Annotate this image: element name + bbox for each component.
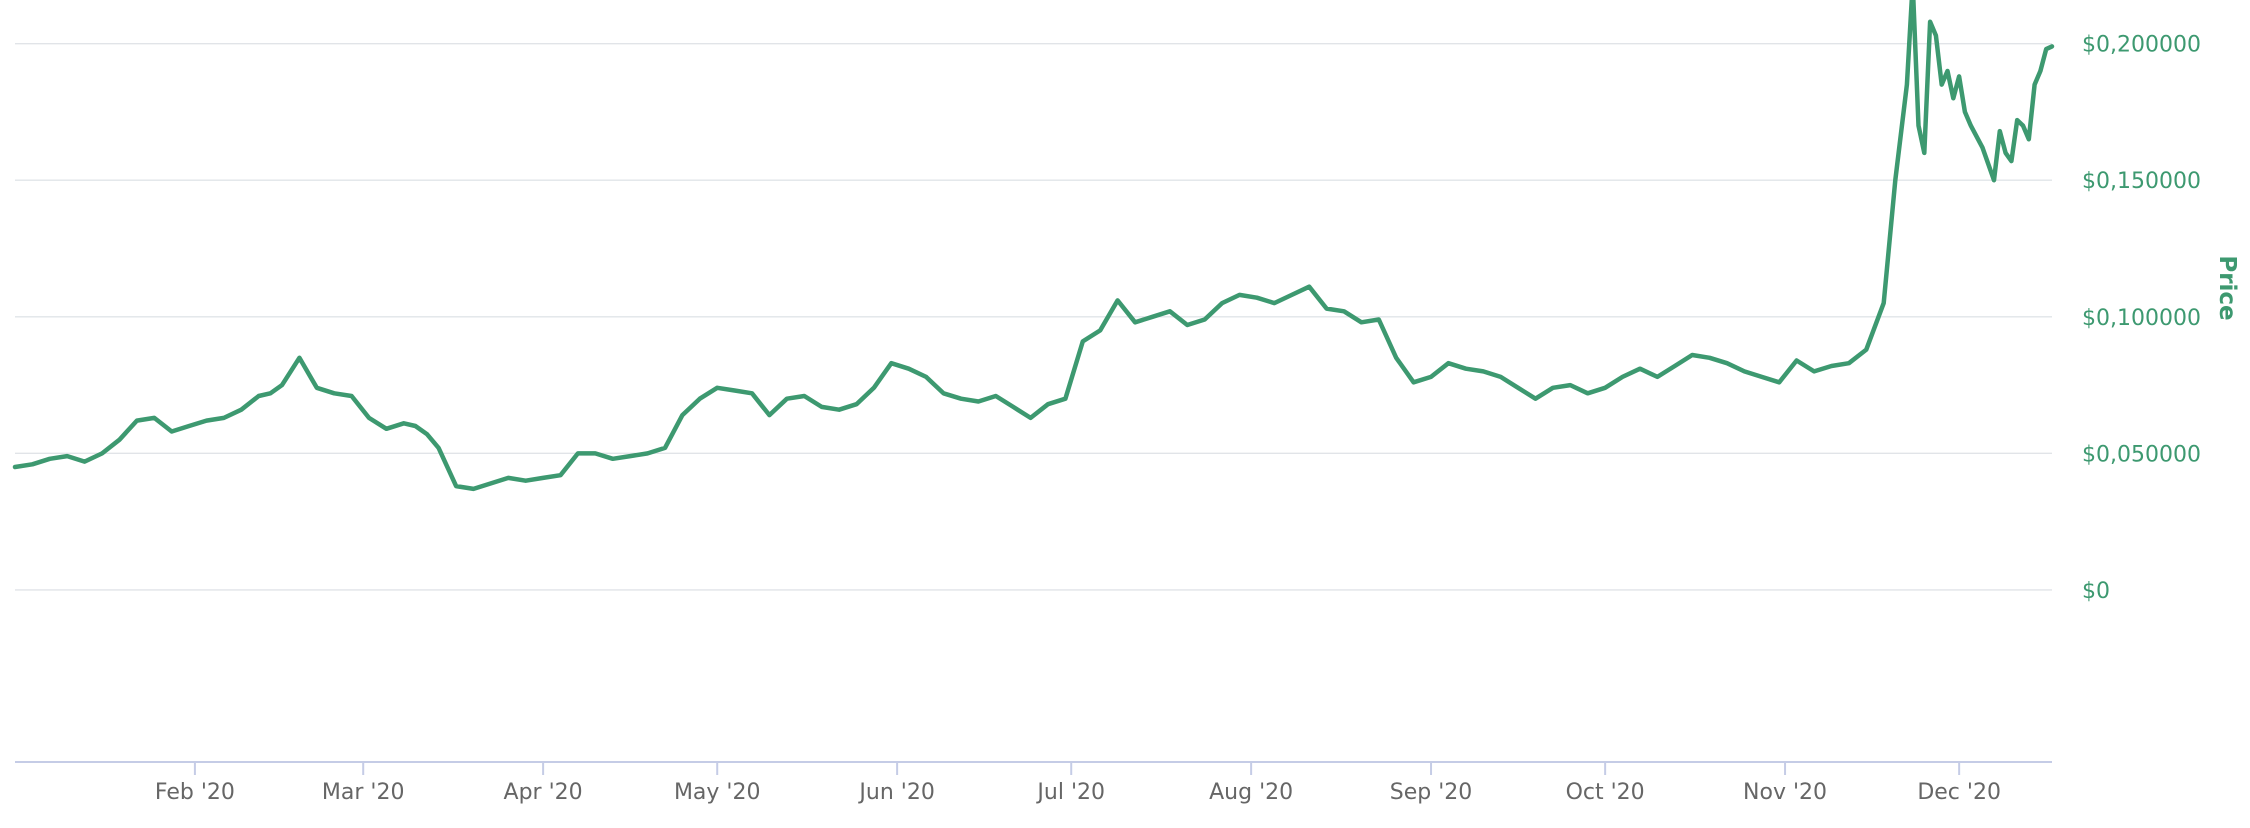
y-axis-title: Price	[2214, 255, 2240, 320]
x-tick-label: Oct '20	[1566, 780, 1645, 805]
x-tick-label: Jul '20	[1035, 780, 1105, 805]
x-tick-label: Feb '20	[155, 780, 235, 805]
y-axis-labels: $0 $0,050000 $0,100000 $0,150000 $0,200000	[2082, 33, 2201, 604]
x-tick-label: Aug '20	[1209, 780, 1293, 805]
x-tick-label: Mar '20	[322, 780, 405, 805]
series-group	[12, 0, 2055, 492]
x-tick-label: Nov '20	[1743, 780, 1827, 805]
x-axis-labels: Feb '20 Mar '20 Apr '20 May '20 Jun '20 Jul '…	[155, 780, 2001, 805]
x-tick-label: Jun '20	[857, 780, 934, 805]
y-tick-label: $0,100000	[2082, 306, 2201, 331]
x-axis	[15, 761, 2052, 775]
x-tick-label: Dec '20	[1917, 780, 2001, 805]
x-tick-label: May '20	[674, 780, 761, 805]
x-tick-label: Sep '20	[1390, 780, 1473, 805]
grid-lines	[15, 42, 2052, 591]
y-tick-label: $0	[2082, 579, 2110, 604]
price-line	[12, 0, 2055, 492]
y-tick-label: $0,050000	[2082, 442, 2201, 467]
y-tick-label: $0,150000	[2082, 169, 2201, 194]
x-tick-label: Apr '20	[504, 780, 583, 805]
y-tick-label: $0,200000	[2082, 33, 2201, 58]
